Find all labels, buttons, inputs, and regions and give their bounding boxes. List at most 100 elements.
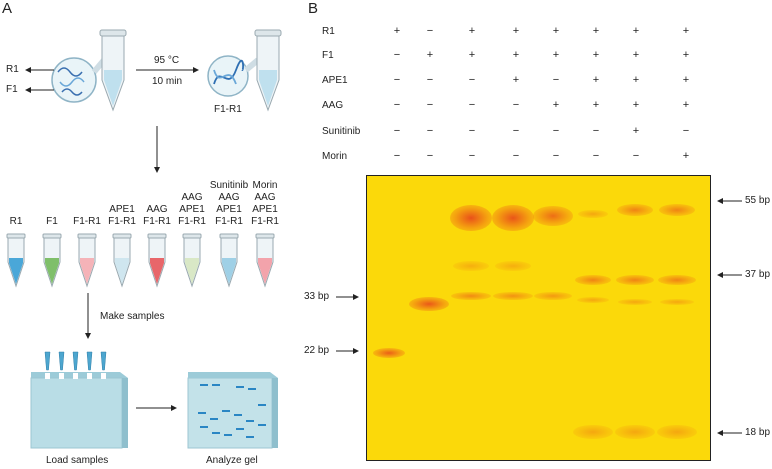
condition-sign: + <box>552 49 560 61</box>
condition-sign: − <box>682 125 690 137</box>
gel-band <box>573 425 613 439</box>
condition-sign: − <box>512 99 520 111</box>
condition-sign: − <box>592 150 600 162</box>
gel-band <box>660 299 694 305</box>
sample-tube-label: AAG <box>181 192 203 203</box>
gel-band <box>450 205 492 231</box>
condition-label: APE1 <box>322 75 348 86</box>
duplex-magnifier <box>207 55 260 97</box>
condition-sign: + <box>632 125 640 137</box>
sample-tube <box>219 233 239 288</box>
sample-tube-label: APE1 <box>252 204 278 215</box>
condition-label: Morin <box>322 151 348 162</box>
gel-band <box>492 205 534 231</box>
load-samples-label: Load samples <box>46 455 109 466</box>
condition-sign: − <box>512 150 520 162</box>
sample-tube <box>112 233 132 288</box>
gel-band <box>451 292 491 300</box>
gel-band <box>495 261 531 271</box>
sample-tube <box>255 233 275 288</box>
sample-tube-label: F1 <box>46 216 58 227</box>
condition-sign: − <box>393 150 401 162</box>
gel-image <box>366 175 711 461</box>
sample-tube <box>77 233 97 288</box>
panel-a-letter: A <box>2 0 13 17</box>
condition-sign: + <box>592 25 600 37</box>
heat-time-label: 10 min <box>152 76 183 87</box>
gel-band <box>659 204 695 216</box>
strand-f1-label: F1 <box>6 84 18 95</box>
sample-tube-label: APE1 <box>216 204 242 215</box>
condition-sign: − <box>552 125 560 137</box>
sample-tube <box>6 233 26 288</box>
heat-temp-label: 95 °C <box>154 55 180 66</box>
duplex-label: F1-R1 <box>214 104 242 115</box>
gel-band <box>615 425 655 439</box>
sample-tube-label: F1-R1 <box>108 216 136 227</box>
gel-band <box>493 292 533 300</box>
condition-sign: + <box>632 99 640 111</box>
condition-label: Sunitinib <box>322 126 361 137</box>
condition-sign: + <box>592 74 600 86</box>
sample-tube-label: Sunitinib <box>209 180 249 191</box>
gel-band <box>533 206 573 226</box>
condition-sign: + <box>632 49 640 61</box>
condition-sign: − <box>426 74 434 86</box>
condition-sign: − <box>592 125 600 137</box>
gel-band <box>616 275 654 285</box>
condition-sign: + <box>592 99 600 111</box>
sample-tubes <box>6 233 275 288</box>
condition-sign: − <box>426 150 434 162</box>
condition-sign: + <box>512 25 520 37</box>
sample-tube-label: F1-R1 <box>178 216 206 227</box>
gel-band <box>409 297 449 311</box>
sample-tube-label: APE1 <box>109 204 135 215</box>
condition-label: F1 <box>322 50 334 61</box>
sample-tube-label: AAG <box>218 192 240 203</box>
condition-sign: − <box>393 99 401 111</box>
condition-sign: − <box>426 125 434 137</box>
condition-sign: + <box>512 49 520 61</box>
condition-sign: − <box>468 125 476 137</box>
condition-label: AAG <box>322 100 344 111</box>
load-samples-gel <box>30 351 128 449</box>
marker-55bp: 55 bp <box>745 195 771 206</box>
condition-sign: + <box>393 25 401 37</box>
condition-sign: + <box>512 74 520 86</box>
gel-band <box>575 275 611 285</box>
tube-initial <box>99 29 127 112</box>
gel-band <box>658 275 696 285</box>
condition-sign: − <box>393 49 401 61</box>
condition-sign: + <box>682 25 690 37</box>
sample-tube-label: AAG <box>254 192 276 203</box>
condition-sign: − <box>426 99 434 111</box>
gel-band <box>534 292 572 300</box>
sample-tube <box>147 233 167 288</box>
gel-band <box>577 297 609 303</box>
analyze-gel-label: Analyze gel <box>206 455 258 466</box>
condition-sign: + <box>592 49 600 61</box>
strand-r1-label: R1 <box>6 64 19 75</box>
condition-sign: − <box>552 150 560 162</box>
condition-sign: − <box>512 125 520 137</box>
condition-sign: + <box>682 150 690 162</box>
sample-tube-label: Morin <box>252 180 278 191</box>
condition-sign: + <box>632 25 640 37</box>
condition-sign: − <box>632 150 640 162</box>
condition-sign: + <box>682 99 690 111</box>
condition-sign: − <box>468 74 476 86</box>
analyze-gel <box>187 372 278 449</box>
condition-sign: + <box>552 99 560 111</box>
strands-magnifier <box>51 57 107 103</box>
condition-sign: + <box>468 25 476 37</box>
condition-sign: − <box>426 25 434 37</box>
condition-sign: + <box>632 74 640 86</box>
sample-tube-label: F1-R1 <box>73 216 101 227</box>
marker-37bp: 37 bp <box>745 269 771 280</box>
gel-band <box>373 348 405 358</box>
condition-sign: − <box>468 99 476 111</box>
condition-sign: − <box>393 125 401 137</box>
marker-22bp: 22 bp <box>304 345 330 356</box>
sample-tube-label: AAG <box>146 204 168 215</box>
